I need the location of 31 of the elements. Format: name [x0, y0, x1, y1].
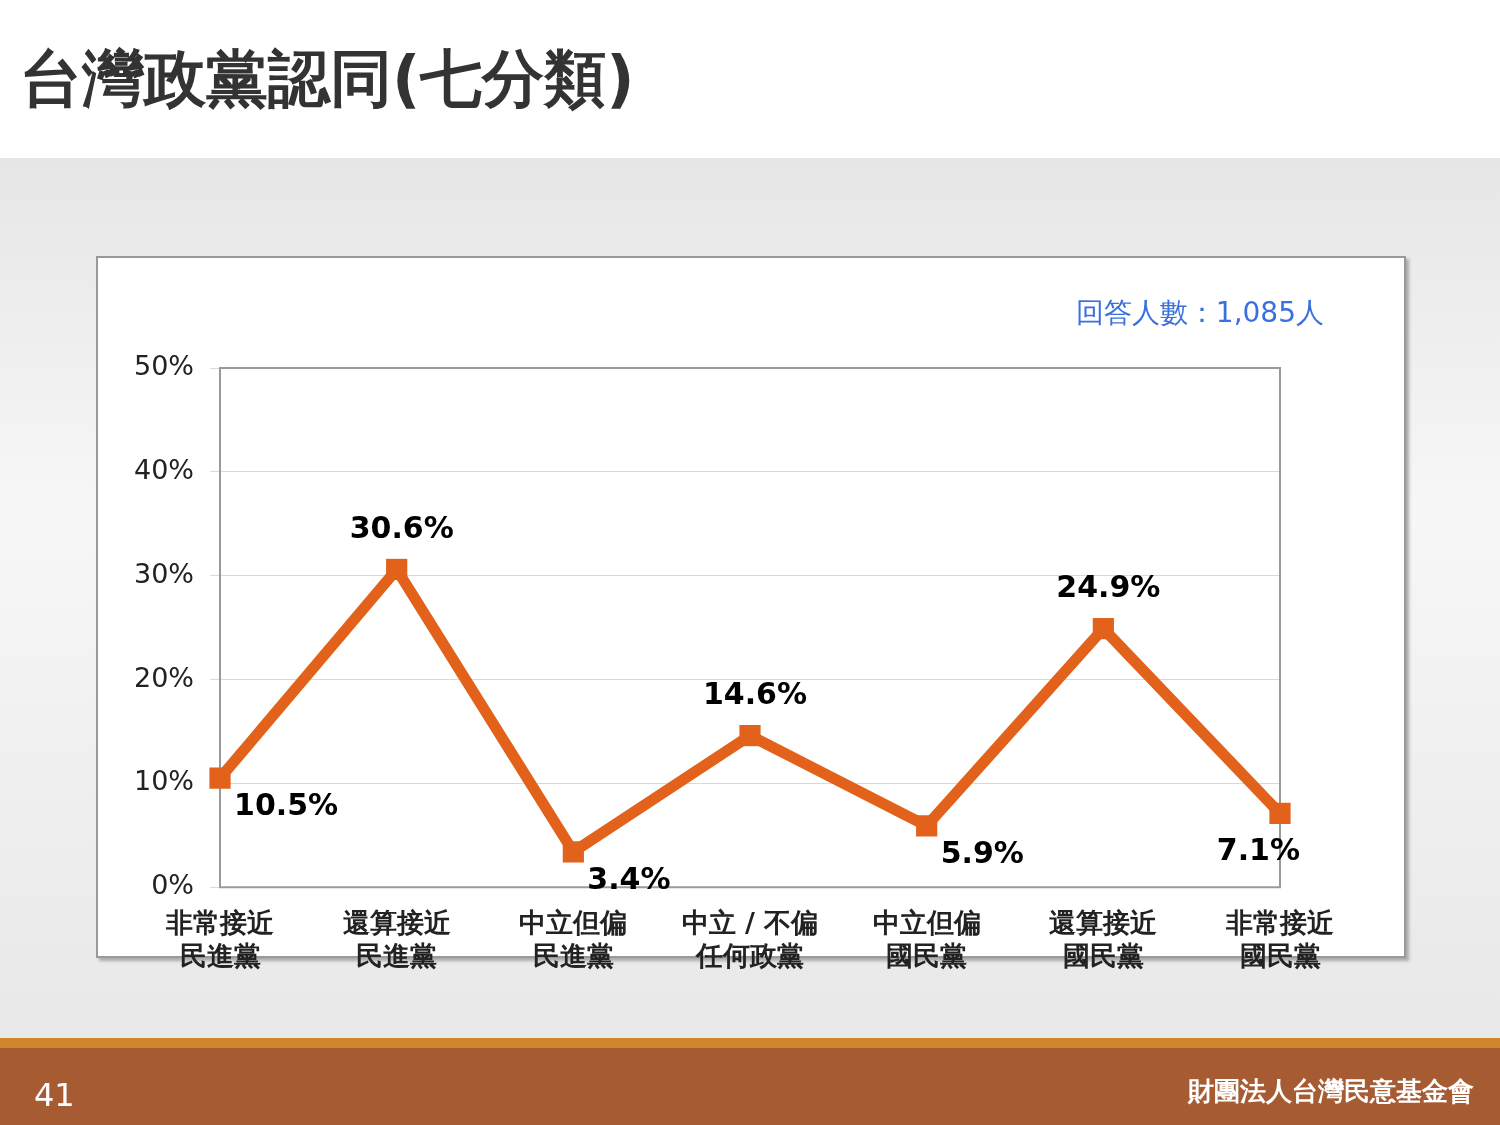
- data-label: 14.6%: [702, 676, 808, 712]
- y-tick-label: 0%: [151, 869, 195, 901]
- point: [562, 841, 584, 863]
- point: [1269, 802, 1291, 825]
- y-tick-label: 10%: [134, 765, 195, 797]
- y-tick-label: 50%: [134, 350, 195, 382]
- y-tick-label: 40%: [134, 453, 195, 485]
- y-tick-label: 20%: [134, 661, 195, 693]
- point: [1092, 618, 1114, 640]
- point: [916, 815, 938, 837]
- data-label: 5.9%: [940, 834, 1024, 870]
- data-label: 10.5%: [234, 786, 339, 822]
- data-label: 7.1%: [1216, 832, 1300, 868]
- point: [739, 724, 761, 747]
- x-tick-label: 非常接近民進黨: [165, 907, 275, 971]
- text: 回答人數：1,085人: [1075, 295, 1324, 331]
- text: 財團法人台灣民意基金會: [1188, 1075, 1474, 1108]
- data-label: 3.4%: [587, 860, 671, 896]
- y-tick-label: 30%: [134, 557, 195, 589]
- x-tick-label: 中立 / 不偏任何政黨: [681, 907, 819, 971]
- x-tick-label: 還算接近民進黨: [342, 907, 451, 971]
- x-tick-label: 還算接近國民黨: [1049, 907, 1158, 971]
- x-tick-label: 中立但偏國民黨: [872, 907, 981, 971]
- chart-title: 台灣政黨認同(七分類): [19, 41, 636, 117]
- point: [209, 767, 231, 789]
- x-tick-label: 中立但偏民進黨: [519, 907, 628, 971]
- data-label: 30.6%: [349, 510, 454, 546]
- point: [386, 558, 408, 581]
- data-label: 24.9%: [1056, 569, 1161, 605]
- x-tick-label: 非常接近國民黨: [1225, 907, 1334, 971]
- text: 41: [34, 1076, 75, 1114]
